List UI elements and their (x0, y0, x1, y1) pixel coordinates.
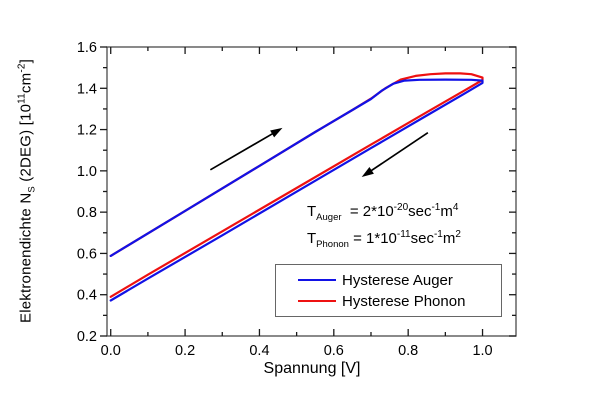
sweep-arrow-head (361, 167, 374, 178)
phonon-line-swatch (298, 299, 336, 303)
y-tick-label: 1.6 (77, 40, 97, 56)
x-tick-label: 0.2 (175, 343, 195, 359)
x-tick-label: 0.8 (398, 343, 418, 359)
sweep-arrow-shaft (209, 131, 277, 171)
x-tick-label: 0.6 (324, 343, 344, 359)
y-tick-label: 0.2 (77, 329, 97, 345)
legend-entry-phonon: Hysterese Phonon (298, 292, 501, 311)
y-tick-label: 0.6 (77, 246, 97, 262)
y-tick-label: 1.0 (77, 164, 97, 180)
y-tick-label: 1.2 (77, 123, 97, 139)
x-tick-label: 0.4 (249, 343, 269, 359)
auger-curve (109, 78, 484, 302)
sweep-arrow-head (270, 127, 283, 138)
annotation-auger: TAuger = 2*10-20sec-1m4 (307, 202, 459, 223)
auger-line-swatch (298, 278, 336, 282)
y-tick-label: 0.4 (77, 288, 97, 304)
legend: Hysterese Auger Hysterese Phonon (275, 264, 502, 317)
y-axis-title: Elektronendichte NS (2DEG) [1011cm-2] (16, 59, 38, 323)
x-tick-label: 0.0 (101, 343, 121, 359)
x-tick-label: 1.0 (472, 343, 492, 359)
x-axis-title: Spannung [V] (263, 360, 361, 377)
legend-label-auger: Hysterese Auger (342, 271, 453, 289)
y-tick-label: 1.4 (77, 81, 97, 97)
legend-label-phonon: Hysterese Phonon (342, 292, 466, 310)
annotation-phonon: TPhonon = 1*10-11sec-1m2 (307, 229, 461, 250)
sweep-arrow-shaft (367, 131, 429, 174)
legend-entry-auger: Hysterese Auger (298, 271, 501, 290)
parameter-annotations: TAuger = 2*10-20sec-1m4 TPhonon = 1*10-1… (307, 199, 461, 253)
y-tick-label: 0.8 (77, 205, 97, 221)
